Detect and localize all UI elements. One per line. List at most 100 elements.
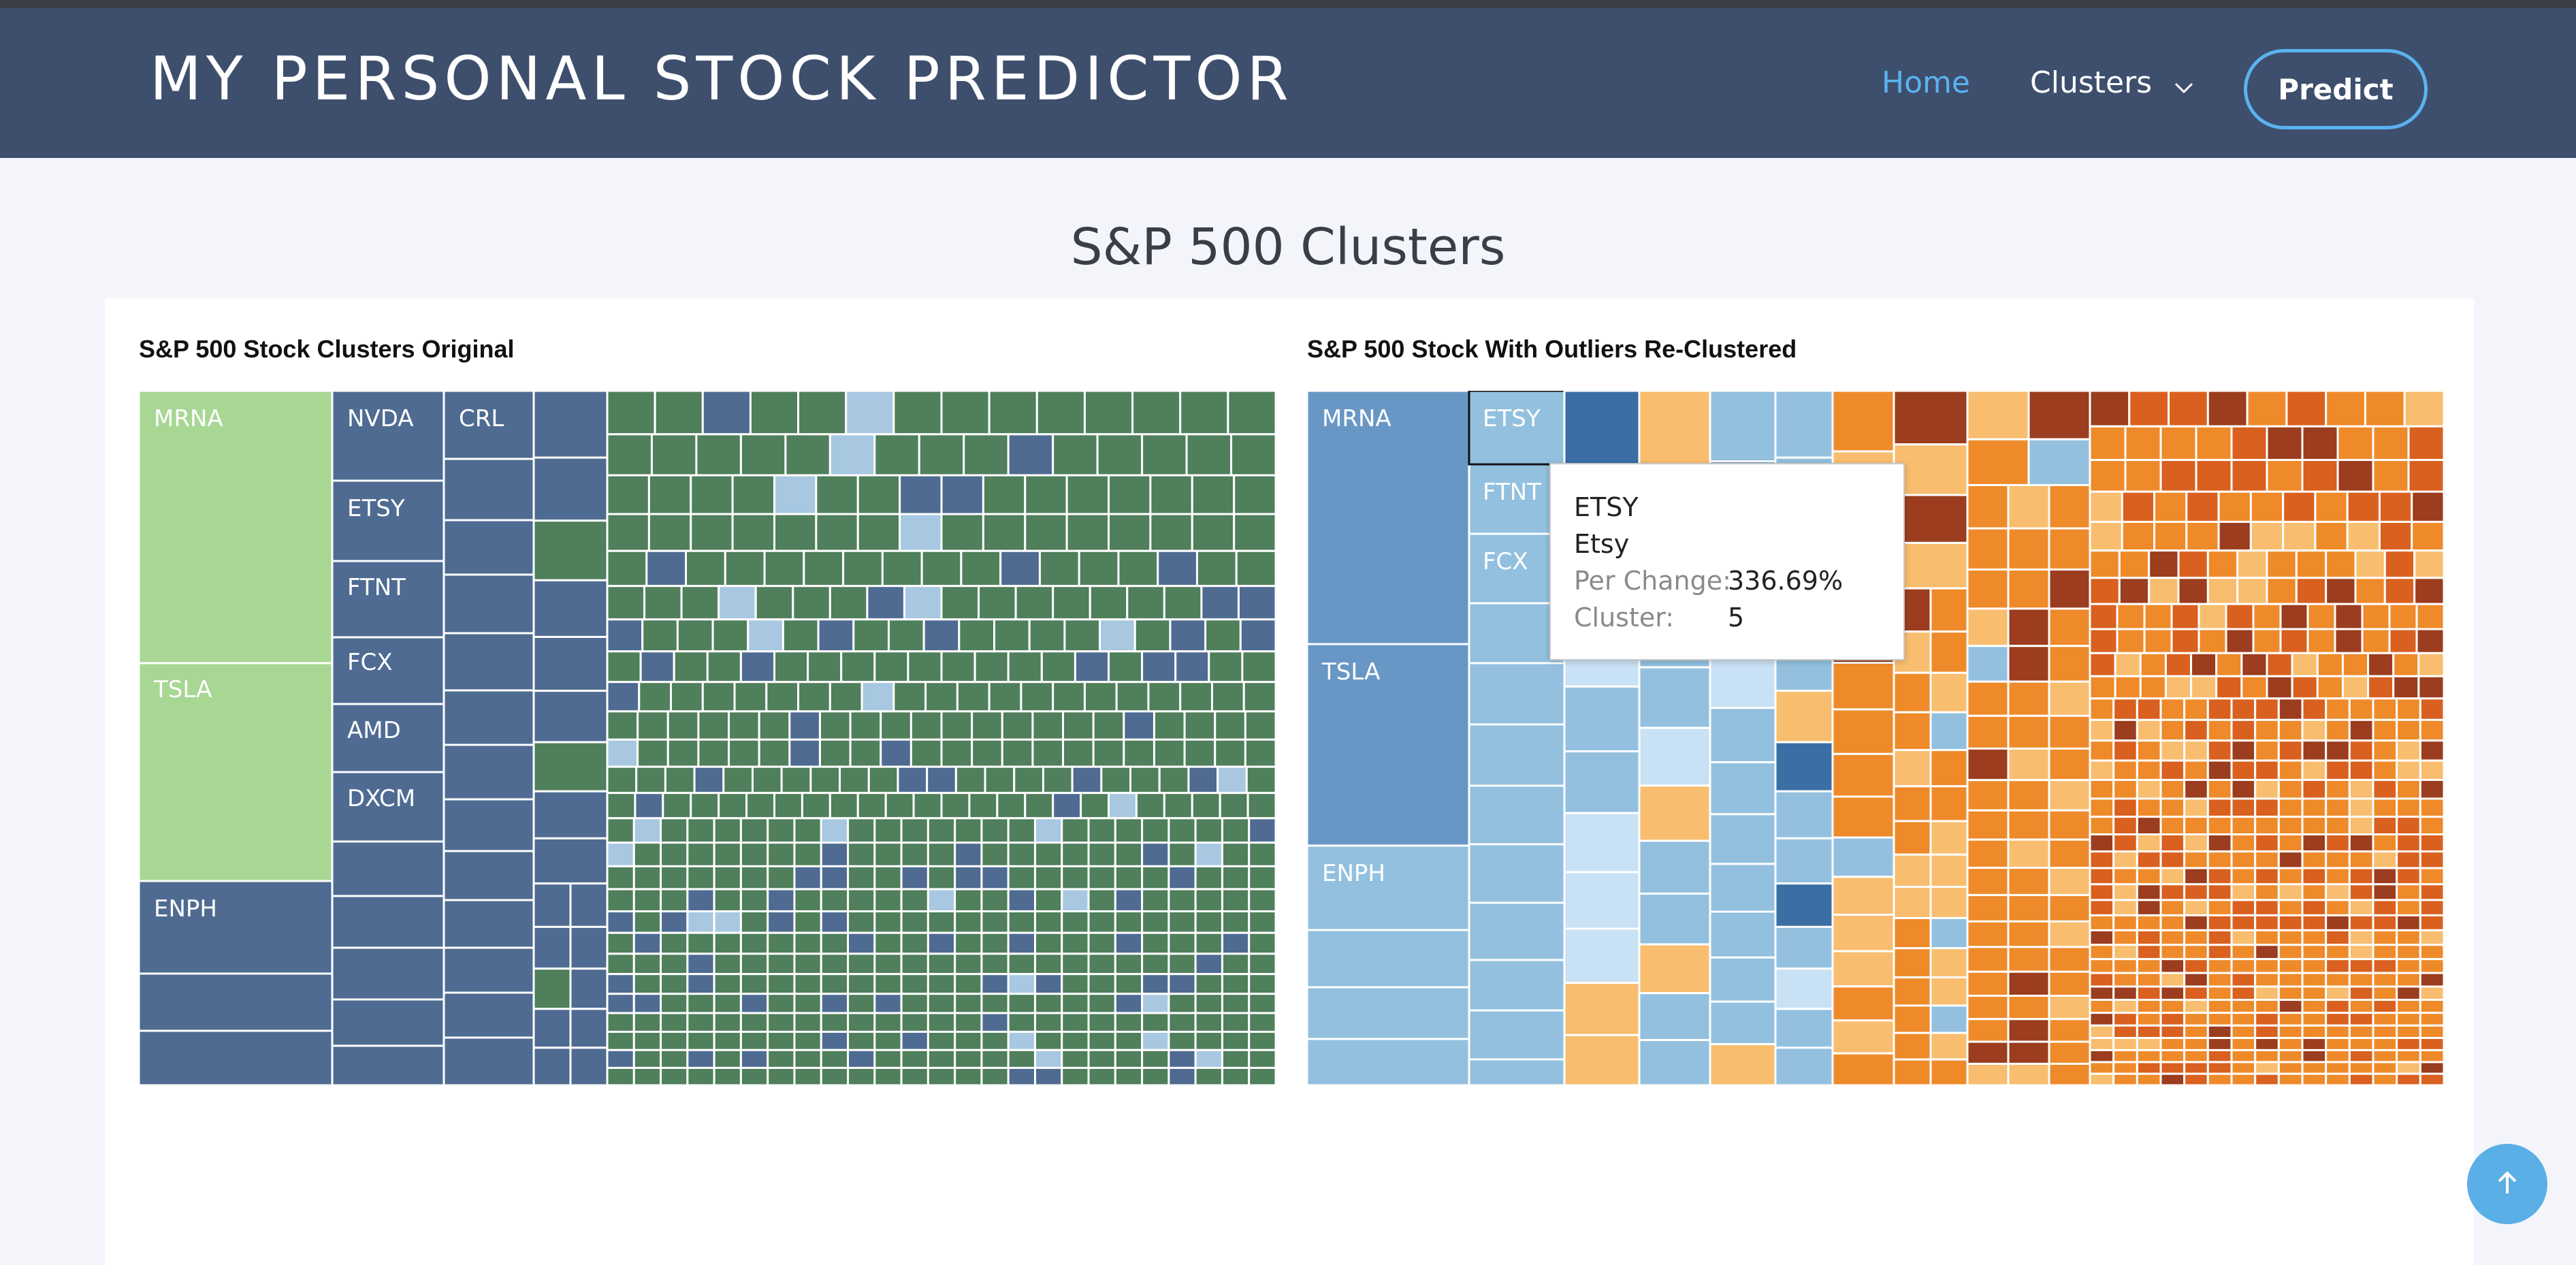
treemap-cell[interactable]: [2183, 1048, 2209, 1063]
treemap-cell[interactable]: [2415, 603, 2444, 630]
treemap-cell[interactable]: [2159, 459, 2197, 493]
treemap-cell[interactable]: [1087, 1048, 1116, 1069]
treemap-cell[interactable]: [2372, 1061, 2398, 1075]
treemap-cell[interactable]: [847, 1030, 876, 1051]
treemap-cell[interactable]: [1893, 916, 1932, 950]
treemap-cell[interactable]: [847, 1012, 876, 1033]
treemap-cell[interactable]: [1709, 1043, 1777, 1085]
treemap-cell[interactable]: [1638, 726, 1711, 787]
treemap-cell[interactable]: [660, 842, 689, 867]
treemap-cell[interactable]: [2183, 944, 2209, 961]
treemap-cell[interactable]: [2334, 628, 2364, 654]
treemap-cell[interactable]: [2254, 883, 2280, 901]
treemap-cell[interactable]: [2306, 628, 2336, 654]
treemap-cell[interactable]: [660, 865, 689, 891]
treemap-cell[interactable]: [2407, 459, 2444, 493]
treemap-cell[interactable]: [2225, 628, 2255, 654]
treemap-cell[interactable]: [1929, 711, 1969, 752]
treemap-cell[interactable]: [2195, 459, 2233, 493]
treemap-cell[interactable]: [1114, 1030, 1144, 1051]
treemap-cell[interactable]: [1108, 650, 1144, 684]
treemap-cell[interactable]: [2291, 652, 2319, 677]
treemap-cell[interactable]: [2206, 958, 2233, 974]
treemap-cell[interactable]: [606, 1030, 635, 1051]
treemap-cell[interactable]: [1831, 391, 1895, 453]
treemap-cell[interactable]: [751, 765, 783, 795]
treemap-cell[interactable]: [2230, 867, 2257, 886]
treemap-cell[interactable]: [2112, 718, 2138, 742]
treemap-cell[interactable]: [999, 549, 1041, 588]
treemap-cell[interactable]: [2153, 490, 2188, 523]
treemap-cell[interactable]: [1233, 474, 1276, 515]
treemap-cell[interactable]: [828, 681, 863, 713]
treemap-cell[interactable]: [739, 931, 769, 955]
treemap-cell[interactable]: [1966, 1018, 2010, 1043]
treemap-cell[interactable]: [1468, 959, 1566, 1012]
treemap-cell[interactable]: [2301, 999, 2328, 1014]
treemap-cell[interactable]: [2089, 759, 2115, 781]
treemap-cell[interactable]: [1080, 792, 1110, 820]
treemap-cell[interactable]: [1831, 661, 1895, 711]
treemap-cell[interactable]: [1007, 842, 1036, 867]
treemap-cell[interactable]: [867, 765, 899, 795]
treemap-cell[interactable]: [1141, 842, 1170, 867]
treemap-cell[interactable]: [686, 1012, 715, 1033]
treemap-cell[interactable]: [2230, 778, 2257, 800]
treemap-cell[interactable]: [1200, 585, 1240, 621]
treemap-cell[interactable]: [1221, 910, 1251, 934]
treemap-cell[interactable]: [797, 391, 848, 436]
treemap-cell[interactable]: [2301, 718, 2328, 742]
treemap-cell[interactable]: [2277, 867, 2304, 886]
treemap-cell[interactable]: [1033, 1030, 1063, 1051]
treemap-cell[interactable]: [1221, 1048, 1251, 1069]
treemap-cell[interactable]: [2254, 944, 2280, 961]
treemap-cell[interactable]: [2112, 985, 2138, 1002]
treemap-cell[interactable]: [793, 842, 822, 867]
treemap-cell[interactable]: [660, 888, 689, 913]
treemap-cell[interactable]: [767, 1030, 796, 1051]
treemap-cell[interactable]: [2407, 425, 2444, 462]
treemap-cell[interactable]: [1168, 1066, 1197, 1085]
treemap-cell[interactable]: [1194, 1048, 1223, 1069]
treemap-cell[interactable]: [2301, 1024, 2328, 1040]
treemap-cell[interactable]: [2112, 929, 2138, 946]
treemap-cell[interactable]: [606, 817, 635, 844]
treemap-cell[interactable]: [1129, 765, 1161, 795]
treemap-cell[interactable]: [2089, 628, 2119, 654]
treemap-cell[interactable]: [820, 910, 850, 934]
treemap-cell[interactable]: [899, 474, 943, 515]
treemap-cell[interactable]: [569, 882, 609, 928]
treemap-cell[interactable]: [1065, 474, 1110, 515]
treemap-cell[interactable]: [1248, 973, 1276, 995]
treemap-cell[interactable]: [1033, 1066, 1063, 1085]
treemap-cell[interactable]: [1141, 973, 1170, 995]
treemap-cell[interactable]: [1210, 681, 1245, 713]
treemap-cell[interactable]: [2007, 946, 2050, 973]
treemap-cell[interactable]: [1061, 842, 1090, 867]
treemap-cell[interactable]: [2007, 838, 2050, 869]
treemap-cell[interactable]: [2027, 391, 2091, 441]
treemap-cell[interactable]: [2396, 718, 2421, 742]
treemap-cell[interactable]: [713, 910, 742, 934]
treemap-cell[interactable]: [1187, 765, 1219, 795]
treemap-cell[interactable]: [2089, 778, 2115, 800]
treemap-cell[interactable]: [2121, 490, 2156, 523]
treemap-cell[interactable]: [860, 681, 895, 713]
treemap-cell[interactable]: [2007, 894, 2050, 923]
treemap-cell[interactable]: [2348, 1048, 2374, 1063]
treemap-cell[interactable]: [2254, 759, 2280, 781]
treemap-cell[interactable]: [2419, 899, 2444, 916]
treemap-cell[interactable]: [2136, 1012, 2162, 1027]
treemap-cell[interactable]: [954, 842, 983, 867]
treemap-cell[interactable]: [847, 1048, 876, 1069]
treemap-cell[interactable]: [2183, 883, 2209, 901]
treemap-cell[interactable]: [2277, 797, 2304, 818]
treemap-cell[interactable]: [2183, 778, 2209, 800]
treemap-cell[interactable]: [1709, 910, 1777, 959]
treemap-cell[interactable]: [765, 681, 800, 713]
treemap-cell[interactable]: [2254, 797, 2280, 818]
treemap-cell[interactable]: [793, 1066, 822, 1085]
treemap-cell[interactable]: [2089, 1024, 2115, 1040]
treemap-cell[interactable]: [1966, 970, 2010, 997]
treemap-cell[interactable]: [2372, 697, 2398, 721]
